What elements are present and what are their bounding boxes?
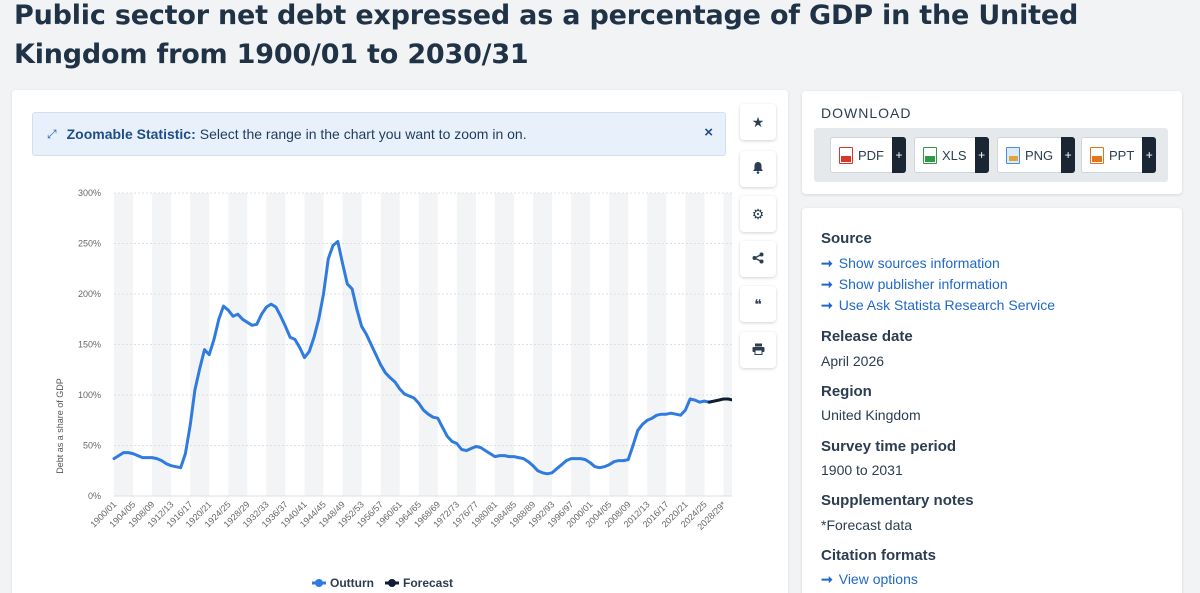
share-button[interactable] <box>740 241 776 277</box>
legend-label: Forecast <box>403 576 453 590</box>
download-ppt-button[interactable]: PPT + <box>1081 137 1157 173</box>
print-button[interactable] <box>740 332 776 368</box>
ask-statista-link[interactable]: ➞ Use Ask Statista Research Service <box>821 297 1056 313</box>
series-line-outturn <box>112 240 711 476</box>
page-title: Public sector net debt expressed as a pe… <box>14 0 1079 70</box>
plus-icon: + <box>1142 137 1157 173</box>
cite-button[interactable]: ❝ <box>740 286 776 322</box>
bell-icon <box>752 161 764 177</box>
release-date-value: April 2026 <box>821 353 885 369</box>
close-icon[interactable]: × <box>704 124 713 141</box>
series-line-forecast <box>707 397 732 404</box>
zoom-banner-text: Select the range in the chart you want t… <box>199 126 527 142</box>
gear-icon: ⚙ <box>751 205 765 222</box>
favorite-button[interactable]: ★ <box>740 104 776 140</box>
column-band <box>647 193 667 496</box>
release-date-heading: Release date <box>821 328 913 345</box>
y-tick-label: 250% <box>78 239 101 249</box>
y-tick-label: 200% <box>78 289 101 299</box>
column-band <box>571 193 591 496</box>
y-tick-label: 100% <box>78 390 101 400</box>
download-xls-label: XLS <box>942 147 967 163</box>
column-band <box>494 193 514 496</box>
quote-icon: ❝ <box>754 295 762 312</box>
y-tick-label: 300% <box>78 188 101 198</box>
download-png-label: PNG <box>1025 147 1054 163</box>
plus-icon: + <box>1061 137 1076 173</box>
download-pdf-button[interactable]: PDF + <box>830 137 906 173</box>
arrow-right-icon: ➞ <box>821 276 833 292</box>
supplementary-notes-heading: Supplementary notes <box>821 492 974 509</box>
notification-button[interactable] <box>740 151 776 187</box>
y-tick-label: 0% <box>88 491 101 501</box>
png-file-icon <box>1006 146 1020 164</box>
pdf-file-icon <box>839 146 853 164</box>
download-xls-button[interactable]: XLS + <box>914 137 989 173</box>
legend-label: Outturn <box>330 576 374 590</box>
share-icon <box>752 251 764 267</box>
download-title: DOWNLOAD <box>821 105 912 121</box>
xls-file-icon <box>923 146 937 164</box>
zoom-banner-label: Zoomable Statistic: <box>66 126 196 142</box>
zoom-banner: ⤢ Zoomable Statistic: Select the range i… <box>32 112 726 156</box>
legend-marker <box>315 579 323 587</box>
expand-icon: ⤢ <box>47 126 57 141</box>
arrow-right-icon: ➞ <box>821 571 833 587</box>
download-ppt-label: PPT <box>1109 147 1135 163</box>
plus-icon: + <box>892 137 906 173</box>
legend-item-outturn[interactable]: Outturn <box>312 576 374 590</box>
column-band <box>228 193 248 496</box>
print-icon <box>752 342 765 358</box>
y-tick-label: 150% <box>78 340 101 350</box>
column-band <box>152 193 172 496</box>
arrow-right-icon: ➞ <box>821 255 833 271</box>
column-band <box>418 193 438 496</box>
show-publisher-link[interactable]: ➞ Show publisher information <box>821 276 1008 292</box>
source-heading: Source <box>821 230 872 247</box>
ppt-file-icon <box>1090 146 1104 164</box>
download-card: DOWNLOAD PDF + XLS + PNG + PPT + <box>802 91 1182 194</box>
info-card: Source ➞ Show sources information ➞ Show p… <box>802 208 1182 593</box>
survey-period-heading: Survey time period <box>821 438 957 455</box>
view-options-link[interactable]: ➞ View options <box>821 571 918 587</box>
arrow-right-icon: ➞ <box>821 297 833 313</box>
chart[interactable]: 0%50%100%150%200%250%300% 1900/011904/05… <box>12 170 732 590</box>
legend-marker <box>388 579 396 587</box>
settings-button[interactable]: ⚙ <box>740 196 776 232</box>
y-tick-label: 50% <box>83 441 101 451</box>
citation-formats-heading: Citation formats <box>821 547 937 564</box>
download-bar: PDF + XLS + PNG + PPT + <box>814 128 1168 182</box>
column-band <box>304 193 324 496</box>
download-png-button[interactable]: PNG + <box>997 137 1076 173</box>
y-axis-label: Debt as a share of GDP <box>55 378 65 474</box>
star-icon: ★ <box>751 113 765 130</box>
survey-period-value: 1900 to 2031 <box>821 462 903 478</box>
show-sources-link[interactable]: ➞ Show sources information <box>821 255 1000 271</box>
plus-icon: + <box>974 137 989 173</box>
column-band <box>342 193 362 496</box>
legend-item-forecast[interactable]: Forecast <box>385 576 453 590</box>
supplementary-notes-value: *Forecast data <box>821 517 913 533</box>
chart-card: ⤢ Zoomable Statistic: Select the range i… <box>12 90 788 593</box>
download-pdf-label: PDF <box>858 147 884 163</box>
region-value: United Kingdom <box>821 407 921 423</box>
region-heading: Region <box>821 383 872 400</box>
